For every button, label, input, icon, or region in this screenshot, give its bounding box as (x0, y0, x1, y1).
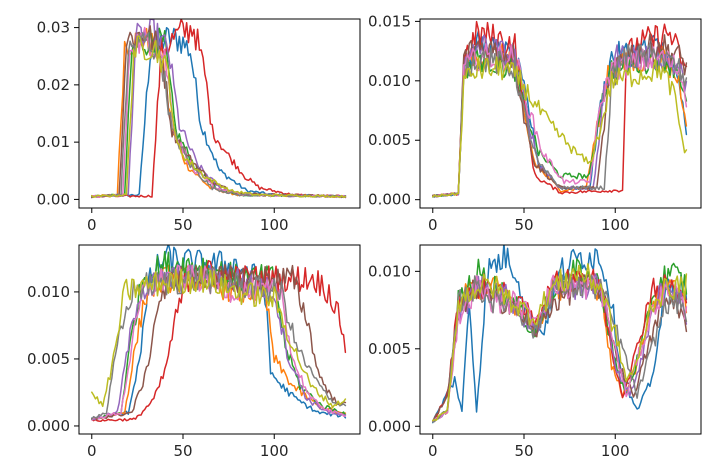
y-tick-label: 0.010 (27, 283, 70, 301)
y-tick-label: 0.02 (37, 76, 70, 94)
x-tick-label: 100 (260, 216, 289, 234)
x-tick-label: 50 (514, 442, 533, 460)
series-line-8 (91, 31, 347, 198)
y-tick-label: 0.000 (368, 417, 411, 435)
y-tick-label: 0.03 (37, 19, 70, 37)
y-tick-label: 0.00 (37, 190, 70, 208)
subplot-bottom-left: 0 50 100 0.000 0.005 0.010 (27, 244, 361, 460)
series-line-1 (432, 245, 688, 424)
y-tick-label: 0.000 (368, 191, 411, 209)
series-line-6 (432, 33, 688, 198)
series-line-6 (91, 263, 347, 420)
series-group (432, 20, 688, 198)
y-tick-label: 0.000 (27, 417, 70, 435)
subplot-top-right: 0 50 100 0.000 0.005 0.010 0.015 (368, 12, 702, 234)
y-tick-label: 0.015 (368, 12, 411, 30)
x-tick-label: 0 (428, 442, 438, 460)
x-tick-label: 100 (260, 442, 289, 460)
x-tick-label: 50 (173, 442, 192, 460)
y-tick-label: 0.005 (27, 350, 70, 368)
axes-frame (419, 18, 702, 209)
axes-frame (78, 18, 361, 209)
x-tick-label: 0 (87, 442, 97, 460)
subplots: 0 50 100 0.00 0.01 0.02 0.03 0 50 100 0.000 0.005 0.… (27, 12, 702, 460)
series-line-9 (91, 265, 347, 409)
series-line-9 (432, 56, 688, 198)
series-line-7 (432, 43, 688, 198)
x-tick-label: 50 (173, 216, 192, 234)
series-line-9 (432, 262, 688, 422)
axes-frame (78, 244, 361, 435)
series-line-1 (91, 245, 347, 421)
subplot-bottom-right: 0 50 100 0.000 0.005 0.010 (368, 244, 702, 460)
y-tick-label: 0.010 (368, 262, 411, 280)
y-tick-label: 0.005 (368, 340, 411, 358)
y-tick-label: 0.01 (37, 133, 70, 151)
subplot-top-left: 0 50 100 0.00 0.01 0.02 0.03 (37, 18, 361, 234)
x-tick-label: 0 (428, 216, 438, 234)
series-group (91, 245, 347, 422)
x-tick-label: 0 (87, 216, 97, 234)
x-tick-label: 100 (601, 442, 630, 460)
series-line-4 (432, 20, 688, 198)
axes-frame (419, 244, 702, 435)
y-tick-label: 0.005 (368, 131, 411, 149)
x-tick-label: 100 (601, 216, 630, 234)
series-line-8 (432, 43, 688, 198)
y-tick-label: 0.010 (368, 72, 411, 90)
series-line-7 (91, 264, 347, 421)
series-line-9 (91, 35, 347, 199)
series-group (432, 245, 688, 424)
series-group (91, 19, 347, 199)
x-tick-label: 50 (514, 216, 533, 234)
